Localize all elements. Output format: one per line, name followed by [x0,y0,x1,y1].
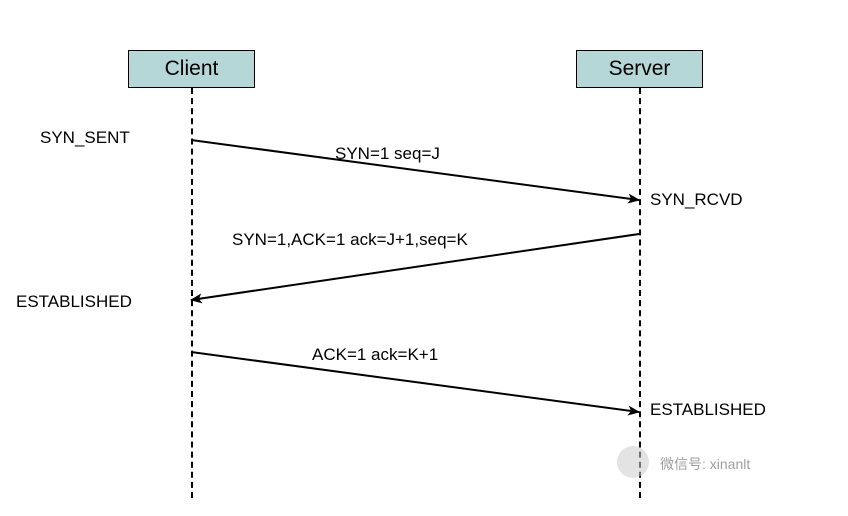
watermark-text: 微信号: xinanlt [660,454,750,474]
message-1-label: SYN=1 seq=J [335,144,440,164]
server-label: Server [609,57,671,81]
message-3-label: ACK=1 ack=K+1 [312,345,438,365]
server-lifeline-box: Server [576,50,703,88]
watermark-icon [617,446,649,478]
state-syn-rcvd: SYN_RCVD [650,190,743,210]
state-client-established: ESTABLISHED [16,292,132,312]
client-lifeline-box: Client [128,50,255,88]
client-lifeline-dash [191,88,193,498]
state-syn-sent: SYN_SENT [40,128,130,148]
server-lifeline-dash [639,88,641,498]
state-server-established: ESTABLISHED [650,400,766,420]
client-label: Client [165,57,219,81]
message-2-label: SYN=1,ACK=1 ack=J+1,seq=K [232,230,468,250]
